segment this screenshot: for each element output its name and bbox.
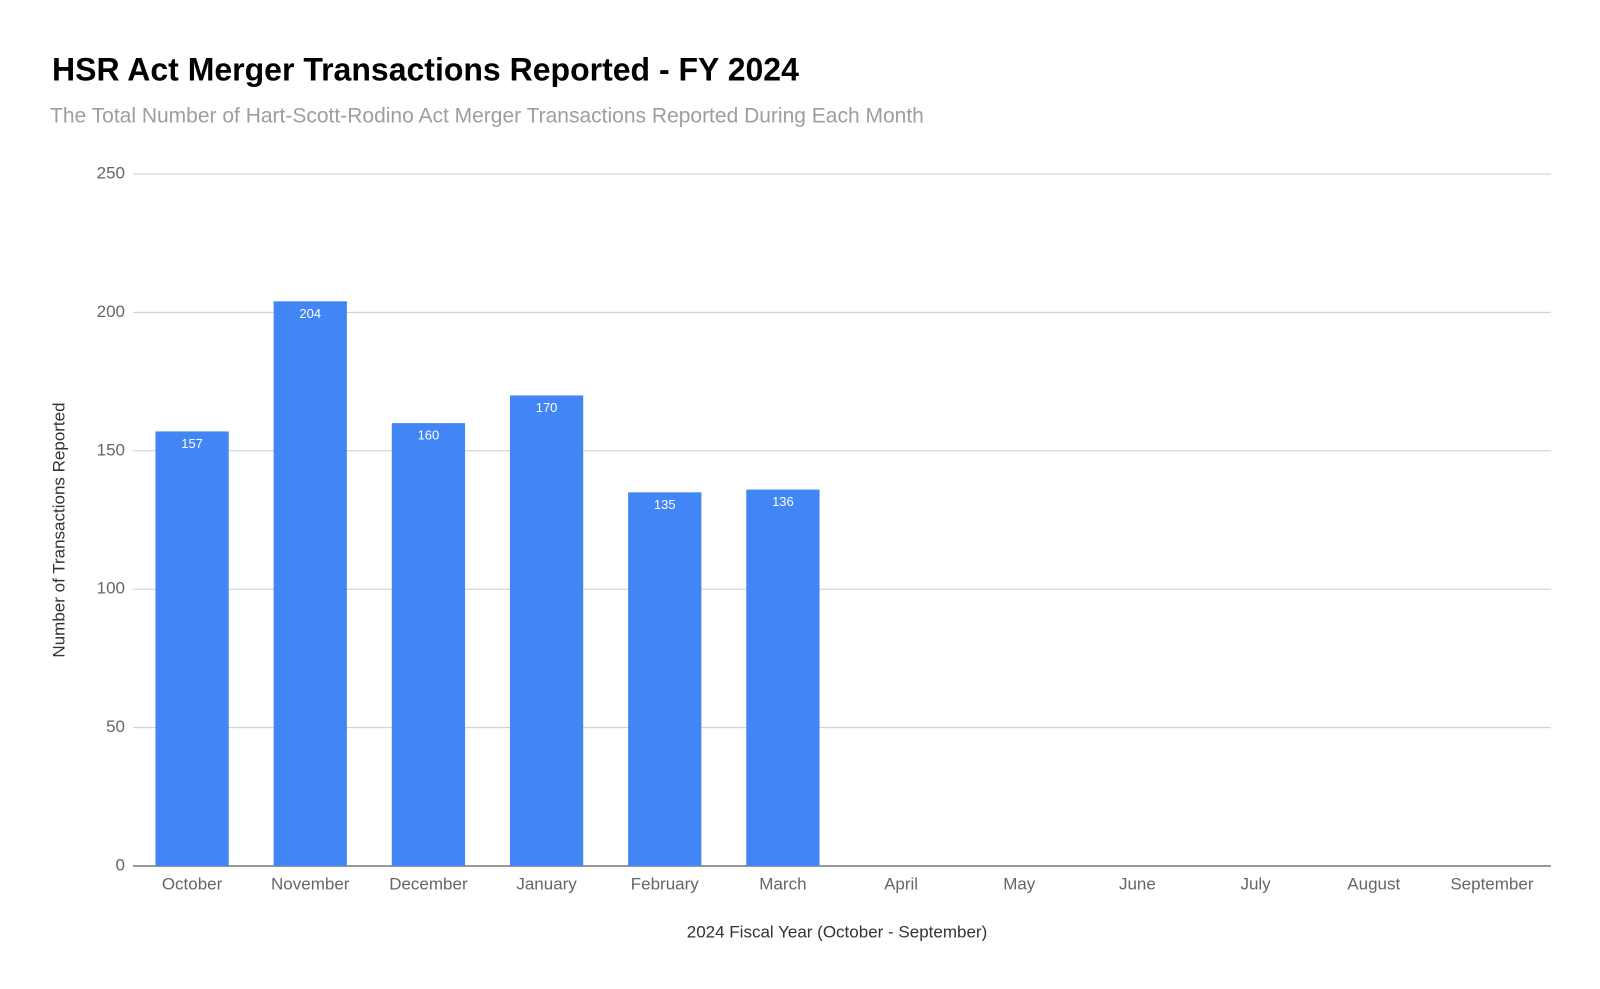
y-tick-label: 150 bbox=[97, 440, 125, 459]
x-tick-label: May bbox=[1003, 874, 1036, 893]
chart-title: HSR Act Merger Transactions Reported - F… bbox=[52, 51, 799, 87]
bar bbox=[391, 423, 466, 866]
x-tick-label: September bbox=[1450, 874, 1533, 893]
y-tick-label: 100 bbox=[97, 579, 125, 598]
data-label: 157 bbox=[181, 436, 203, 451]
x-tick-label: August bbox=[1347, 874, 1400, 893]
x-tick-label: November bbox=[271, 874, 350, 893]
x-tick-label: January bbox=[516, 874, 577, 893]
bar bbox=[273, 301, 347, 866]
x-tick-label: March bbox=[759, 874, 806, 893]
chart-subtitle: The Total Number of Hart-Scott-Rodino Ac… bbox=[50, 105, 924, 128]
data-label: 135 bbox=[654, 497, 676, 512]
data-label: 170 bbox=[536, 400, 558, 415]
data-label: 136 bbox=[772, 494, 794, 509]
y-tick-label: 200 bbox=[97, 302, 125, 321]
x-tick-label: December bbox=[389, 874, 468, 893]
y-tick-label: 50 bbox=[106, 717, 125, 736]
x-tick-label: October bbox=[162, 874, 223, 893]
x-tick-label: February bbox=[631, 874, 700, 893]
bar bbox=[509, 395, 584, 866]
y-axis-label: Number of Transactions Reported bbox=[49, 402, 68, 657]
y-tick-label: 250 bbox=[97, 163, 125, 182]
data-label: 160 bbox=[418, 428, 440, 443]
data-label: 204 bbox=[299, 306, 321, 321]
x-axis-label: 2024 Fiscal Year (October - September) bbox=[687, 922, 987, 941]
x-tick-label: April bbox=[884, 874, 918, 893]
bar bbox=[155, 431, 229, 866]
bar bbox=[628, 492, 702, 866]
x-tick-label: July bbox=[1240, 874, 1271, 893]
y-tick-label: 0 bbox=[116, 855, 125, 874]
x-tick-label: June bbox=[1119, 874, 1156, 893]
bar bbox=[746, 489, 820, 866]
